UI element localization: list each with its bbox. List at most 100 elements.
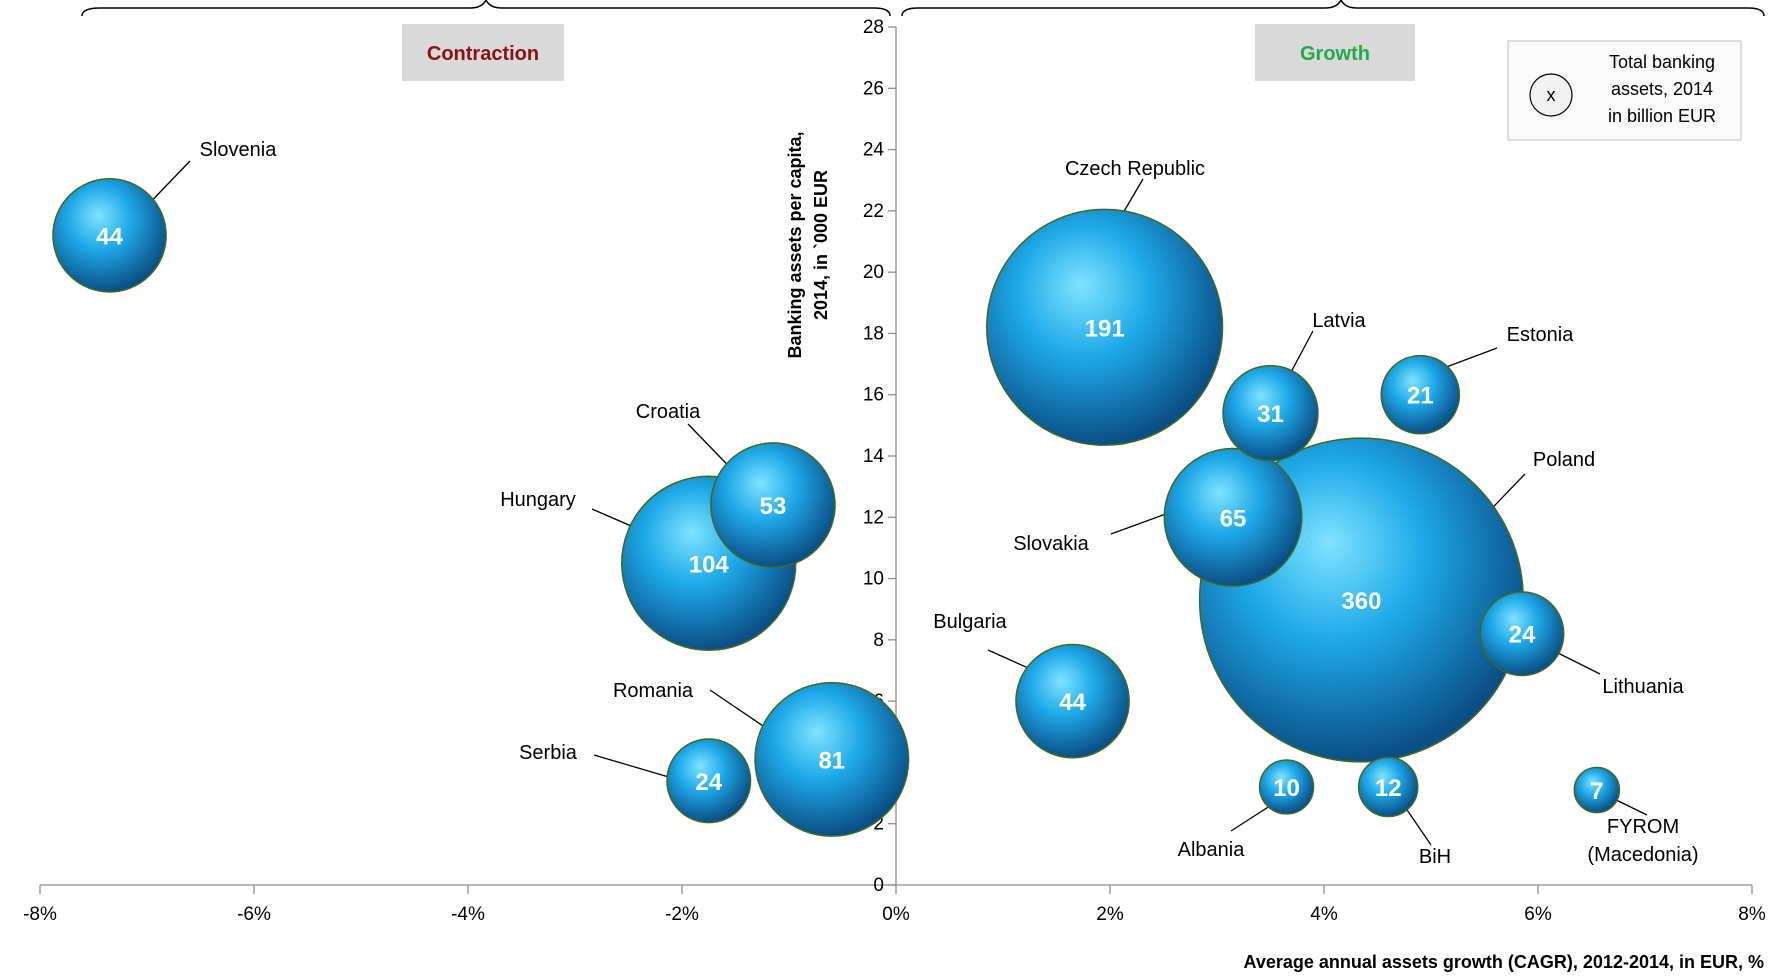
- legend-symbol: x: [1547, 85, 1556, 105]
- bubble-labels: Slovenia Croatia Hungary Romania Serbia Czech…: [200, 139, 1699, 868]
- country-label-line: Hungary: [500, 489, 576, 511]
- y-tick-label: 18: [863, 323, 884, 344]
- y-axis-title-line-1: Banking assets per capita,: [785, 131, 805, 358]
- bubble-value-poland: 360: [1341, 588, 1381, 615]
- bubble-value-bulgaria: 44: [1059, 689, 1086, 716]
- y-tick-label: 10: [863, 569, 884, 590]
- bubble-value-czech-republic: 191: [1085, 315, 1125, 342]
- country-label-czech-republic: Czech Republic: [1065, 158, 1205, 180]
- contraction-brace: [81, 0, 891, 17]
- bubble-bih: [1357, 756, 1419, 818]
- contraction-label: Contraction: [427, 43, 539, 65]
- y-tick-label: 22: [863, 201, 884, 222]
- bubble-value-estonia: 21: [1407, 383, 1434, 410]
- bubble-value-slovakia: 65: [1220, 505, 1247, 532]
- country-label-line: Slovenia: [200, 139, 278, 161]
- country-label-estonia: Estonia: [1507, 324, 1575, 346]
- x-axis-title: Average annual assets growth (CAGR), 201…: [1244, 952, 1765, 972]
- y-tick-label: 0: [873, 875, 884, 896]
- country-label-latvia: Latvia: [1312, 310, 1366, 332]
- bubble-czech-republic: [986, 208, 1224, 446]
- x-tick-label: 0%: [882, 904, 910, 925]
- bubble-fyrom: [1573, 766, 1621, 814]
- country-label-line: Czech Republic: [1065, 158, 1205, 180]
- y-tick-label: 16: [863, 385, 884, 406]
- contraction-label-box: [402, 24, 564, 81]
- y-tick-label: 26: [863, 78, 884, 99]
- country-label-slovenia: Slovenia: [200, 139, 278, 161]
- country-label-line: Bulgaria: [933, 611, 1007, 633]
- y-tick-label: 20: [863, 262, 884, 283]
- country-label-line: Poland: [1533, 449, 1595, 471]
- country-label-poland: Poland: [1533, 449, 1595, 471]
- x-tick-label: 4%: [1310, 904, 1338, 925]
- bubble-croatia: [710, 442, 836, 568]
- bubble-value-albania: 10: [1273, 775, 1300, 802]
- bubble-albania: [1258, 759, 1315, 815]
- country-label-line: BiH: [1419, 846, 1451, 868]
- legend-line-1: Total banking: [1609, 52, 1715, 72]
- bubbles: 360 191 104 81 65 53 44 44 31 24 24 21 12 10 7: [52, 178, 1621, 837]
- growth-label: Growth: [1300, 43, 1370, 65]
- country-label-line: (Macedonia): [1587, 844, 1698, 866]
- y-tick-label: 12: [863, 507, 884, 528]
- y-tick-label: 2: [873, 814, 884, 835]
- country-label-line: Albania: [1178, 839, 1246, 861]
- axes: -8%-6%-4%-2%0%2%4%6%8%024681012141618202…: [23, 17, 1766, 925]
- bubble-estonia: [1380, 354, 1461, 435]
- x-tick-label: -2%: [665, 904, 699, 925]
- bubble-value-lithuania: 24: [1509, 622, 1536, 649]
- country-label-lithuania: Lithuania: [1602, 676, 1684, 698]
- bubble-value-romania: 81: [818, 747, 845, 774]
- x-tick-label: 2%: [1096, 904, 1124, 925]
- y-axis-title-line-2: 2014, in `000 EUR: [811, 170, 831, 320]
- x-tick-label: -8%: [23, 904, 57, 925]
- country-label-bulgaria: Bulgaria: [933, 611, 1007, 633]
- bubble-slovakia: [1163, 447, 1303, 587]
- growth-brace: [901, 0, 1765, 17]
- size-legend: x Total banking assets, 2014 in billion …: [1507, 40, 1742, 141]
- country-label-line: Estonia: [1507, 324, 1575, 346]
- bubble-value-bih: 12: [1375, 775, 1402, 802]
- y-tick-label: 8: [873, 630, 884, 651]
- bubble-bulgaria: [1015, 643, 1130, 759]
- growth-label-box: [1255, 24, 1415, 81]
- country-label-albania: Albania: [1178, 839, 1246, 861]
- bubble-value-serbia: 24: [695, 769, 722, 796]
- country-label-line: Croatia: [636, 401, 701, 423]
- x-tick-label: -6%: [237, 904, 271, 925]
- legend-line-3: in billion EUR: [1608, 106, 1716, 126]
- country-label-line: Slovakia: [1013, 533, 1089, 555]
- bubble-value-latvia: 31: [1257, 401, 1284, 428]
- y-tick-label: 14: [863, 446, 885, 467]
- country-label-line: Serbia: [519, 742, 578, 764]
- country-label-line: Romania: [613, 680, 694, 702]
- country-label-slovakia: Slovakia: [1013, 533, 1089, 555]
- legend-line-2: assets, 2014: [1611, 79, 1713, 99]
- x-tick-label: 8%: [1738, 904, 1766, 925]
- country-label-line: Lithuania: [1602, 676, 1684, 698]
- bubble-value-hungary: 104: [689, 551, 730, 578]
- bubble-lithuania: [1479, 591, 1565, 677]
- country-label-fyrom: FYROM (Macedonia): [1587, 816, 1698, 866]
- bubble-value-fyrom: 7: [1590, 778, 1603, 805]
- country-label-line: Latvia: [1312, 310, 1366, 332]
- country-label-hungary: Hungary: [500, 489, 576, 511]
- bubble-value-croatia: 53: [760, 493, 787, 520]
- bubble-romania: [754, 681, 910, 837]
- bubble-latvia: [1222, 364, 1319, 462]
- country-label-croatia: Croatia: [636, 401, 701, 423]
- bubble-slovenia: [52, 178, 167, 293]
- x-tick-label: 6%: [1524, 904, 1552, 925]
- legend-symbol-circle: [1529, 73, 1573, 117]
- leader-line-serbia: [593, 754, 673, 779]
- bubble-value-slovenia: 44: [96, 223, 123, 250]
- leader-line-romania: [709, 689, 773, 733]
- country-label-serbia: Serbia: [519, 742, 578, 764]
- y-tick-label: 28: [863, 17, 884, 38]
- country-label-romania: Romania: [613, 680, 694, 702]
- y-tick-label: 24: [863, 140, 885, 161]
- country-label-line: FYROM: [1607, 816, 1679, 838]
